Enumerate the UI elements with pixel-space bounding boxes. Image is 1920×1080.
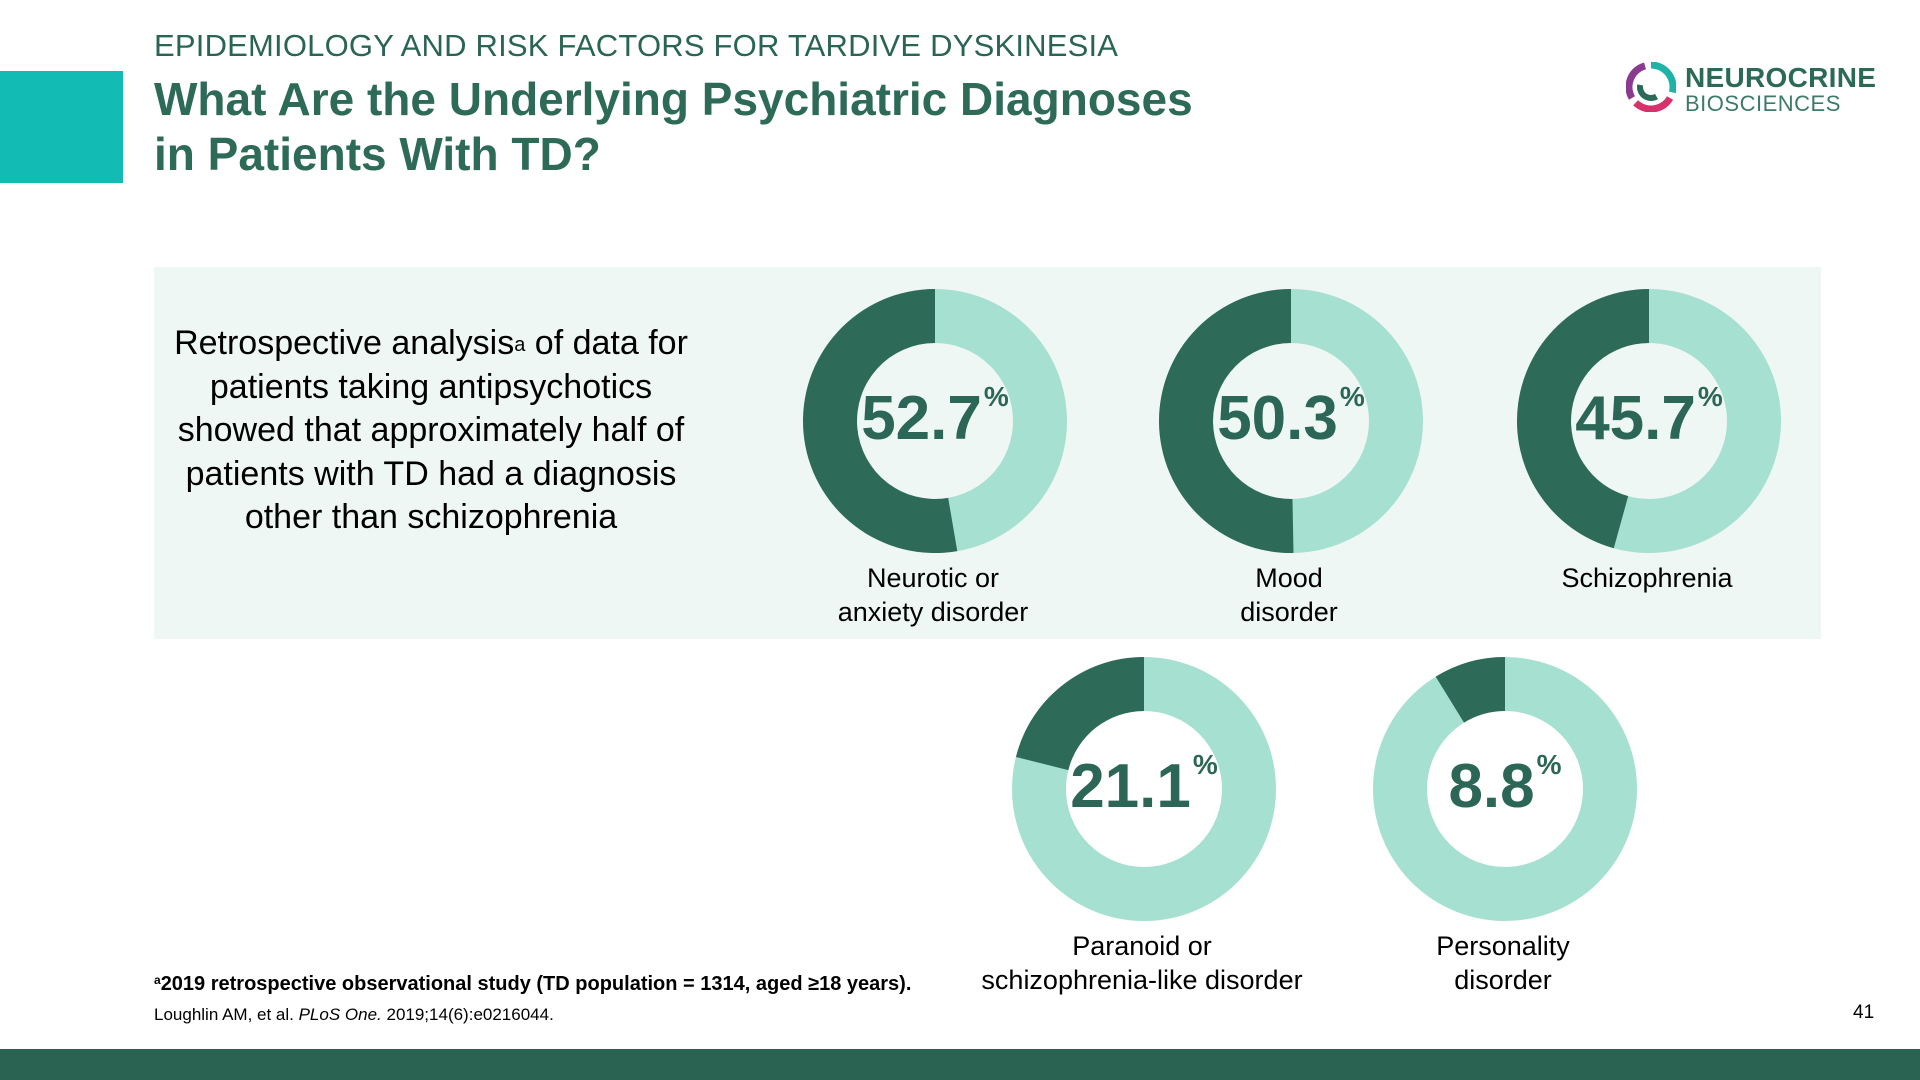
donut-chart: 8.8% Personality disorder	[1373, 657, 1637, 995]
swirl-logo-icon	[1626, 62, 1676, 112]
title-line-1: What Are the Underlying Psychiatric Diag…	[154, 73, 1193, 125]
footer-bar	[0, 1049, 1920, 1080]
donut-category-label: Mood disorder	[1069, 561, 1509, 629]
donut-category-label: Neurotic or anxiety disorder	[713, 561, 1153, 629]
donut-value-unit: %	[983, 381, 1009, 412]
donut-category-label-line: anxiety disorder	[837, 597, 1029, 627]
donut-svg	[1517, 289, 1781, 553]
donut-value-unit: %	[1339, 381, 1365, 412]
donut-value-segment	[1435, 657, 1505, 723]
reference-details: 2019;14(6):e0216044.	[381, 1005, 554, 1024]
donut-category-label-line: Paranoid or	[1072, 931, 1212, 961]
donut-category-label: Schizophrenia	[1427, 561, 1867, 595]
donut-chart: 21.1% Paranoid or schizophrenia-like disor…	[981, 657, 1303, 995]
footnote-marker: a	[154, 973, 161, 987]
summary-text-end: of data for patients taking antipsychoti…	[177, 324, 688, 536]
donut-category-label-line: Personality	[1436, 931, 1570, 961]
donut-value-number: 50.3	[1217, 384, 1338, 453]
neurocrine-logo: NEUROCRINE BIOSCIENCES	[1626, 60, 1886, 116]
donut-value-unit: %	[1697, 381, 1723, 412]
title-line-2: in Patients With TD?	[154, 128, 601, 180]
logo-subbrand: BIOSCIENCES	[1685, 91, 1841, 116]
donut-chart: 45.7% Schizophrenia	[1517, 289, 1781, 593]
donut-value-label: 52.7%	[803, 381, 1067, 454]
donut-category-label-line: Schizophrenia	[1561, 563, 1733, 593]
summary-text-start: Retrospective analysis	[174, 324, 515, 362]
donut-svg	[1373, 657, 1637, 921]
donut-category-label-line: Mood	[1255, 563, 1323, 593]
donut-category-label-line: schizophrenia-like disorder	[981, 965, 1303, 995]
donut-value-segment	[803, 289, 958, 553]
donut-svg	[1012, 657, 1276, 921]
donut-value-label: 21.1%	[1012, 749, 1276, 822]
donut-category-label: Personality disorder	[1283, 929, 1723, 997]
donut-svg	[803, 289, 1067, 553]
donut-chart: 52.7% Neurotic or anxiety disorder	[803, 289, 1067, 627]
reference-journal: PLoS One.	[298, 1005, 382, 1024]
donut-value-segment	[1159, 289, 1294, 553]
footnote: a2019 retrospective observational study …	[154, 973, 911, 996]
donut-value-unit: %	[1192, 749, 1218, 780]
reference: Loughlin AM, et al. PLoS One. 2019;14(6)…	[154, 1005, 554, 1025]
page-title: What Are the Underlying Psychiatric Diag…	[154, 72, 1193, 182]
donut-value-number: 8.8	[1448, 752, 1535, 821]
section-kicker: EPIDEMIOLOGY AND RISK FACTORS FOR TARDIV…	[154, 28, 1119, 63]
accent-block	[0, 71, 123, 183]
donut-value-number: 21.1	[1070, 752, 1191, 821]
donut-category-label-line: Neurotic or	[866, 563, 1000, 593]
donut-category-label-line: disorder	[1454, 965, 1552, 995]
donut-value-number: 45.7	[1575, 384, 1696, 453]
donut-value-segment	[1517, 289, 1649, 549]
donut-value-unit: %	[1536, 749, 1562, 780]
footnote-text: 2019 retrospective observational study (…	[160, 973, 912, 995]
logo-brand: NEUROCRINE	[1685, 62, 1877, 93]
donut-category-label: Paranoid or schizophrenia-like disorder	[922, 929, 1362, 997]
donut-value-label: 45.7%	[1517, 381, 1781, 454]
donut-svg	[1159, 289, 1423, 553]
page-number: 41	[1853, 1002, 1875, 1023]
donut-value-label: 8.8%	[1373, 749, 1637, 822]
donut-value-label: 50.3%	[1159, 381, 1423, 454]
donut-chart: 50.3% Mood disorder	[1159, 289, 1423, 627]
summary-footnote-marker: a	[514, 334, 526, 356]
donut-category-label-line: disorder	[1240, 597, 1338, 627]
panel-summary: Retrospective analysisa of data for pati…	[170, 322, 692, 540]
donut-value-segment	[1015, 657, 1144, 771]
reference-authors: Loughlin AM, et al.	[154, 1005, 299, 1024]
donut-value-number: 52.7	[861, 384, 982, 453]
